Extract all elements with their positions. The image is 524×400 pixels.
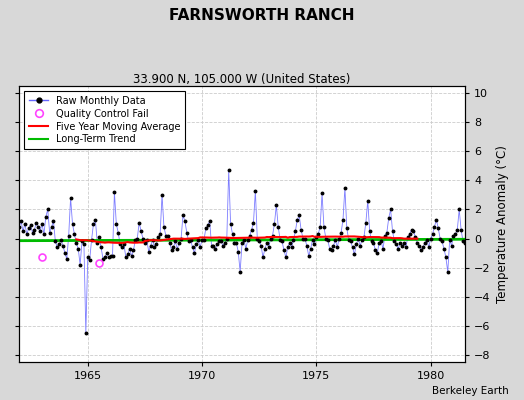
Text: FARNSWORTH RANCH: FARNSWORTH RANCH (169, 8, 355, 23)
Text: Berkeley Earth: Berkeley Earth (432, 386, 508, 396)
Y-axis label: Temperature Anomaly (°C): Temperature Anomaly (°C) (496, 145, 509, 303)
Legend: Raw Monthly Data, Quality Control Fail, Five Year Moving Average, Long-Term Tren: Raw Monthly Data, Quality Control Fail, … (24, 91, 185, 149)
Title: 33.900 N, 105.000 W (United States): 33.900 N, 105.000 W (United States) (133, 73, 351, 86)
